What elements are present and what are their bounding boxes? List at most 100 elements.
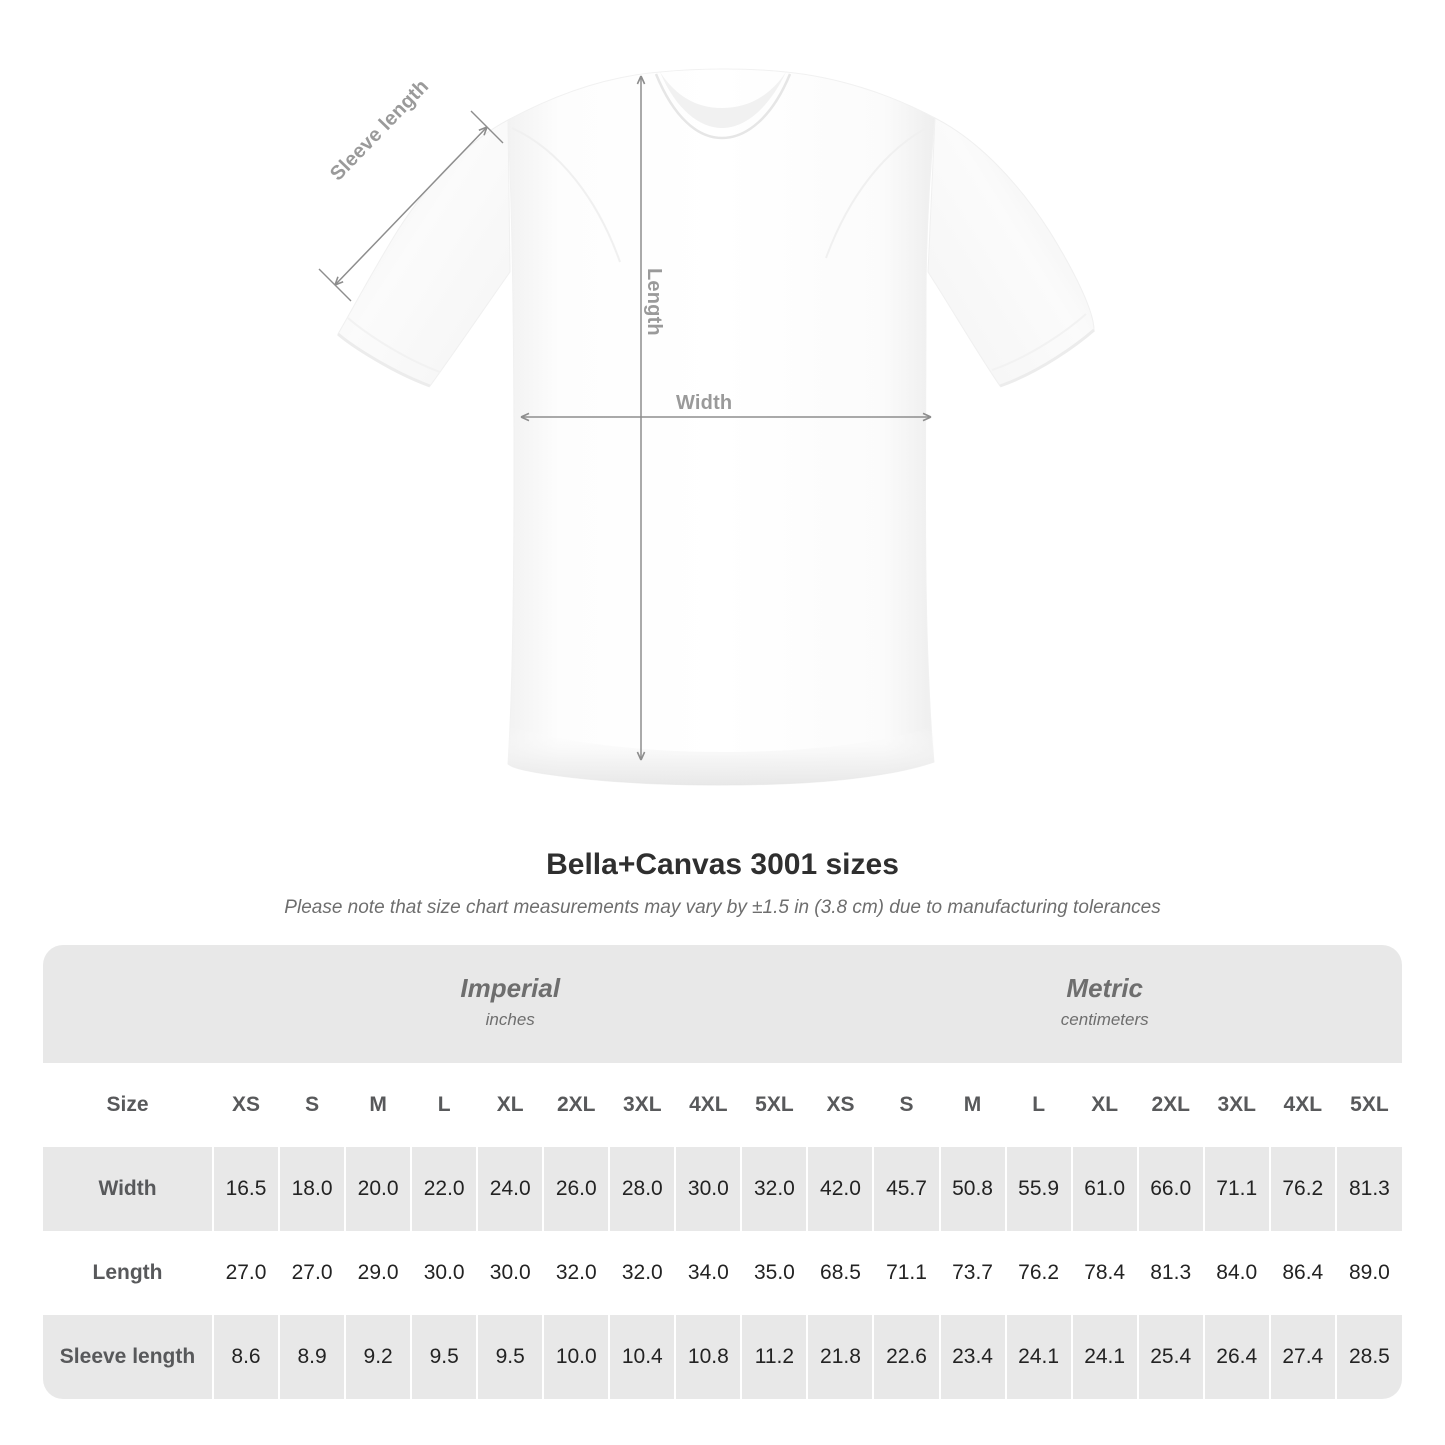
cell-sleeve-length-metric-l: 24.1 (1004, 1315, 1072, 1399)
column-header-imperial-4xl: 4XL (674, 1063, 742, 1147)
column-header-imperial-l: L (410, 1063, 478, 1147)
column-header-imperial-xl: XL (476, 1063, 544, 1147)
cell-sleeve-length-imperial-m: 9.2 (344, 1315, 412, 1399)
cell-width-metric-xs: 42.0 (806, 1147, 874, 1231)
column-header-metric-s: S (872, 1063, 940, 1147)
row-header-size: Size (43, 1063, 213, 1147)
cell-length-imperial-2xl: 32.0 (542, 1231, 610, 1315)
unit-band-row: Imperial inches Metric centimeters (43, 945, 1402, 1063)
column-header-metric-3xl: 3XL (1202, 1063, 1270, 1147)
cell-width-imperial-m: 20.0 (344, 1147, 412, 1231)
cell-width-imperial-s: 18.0 (278, 1147, 346, 1231)
length-label: Length (643, 268, 665, 336)
cell-length-imperial-xs: 27.0 (211, 1231, 280, 1315)
cell-width-metric-3xl: 71.1 (1202, 1147, 1270, 1231)
cell-width-imperial-xl: 24.0 (476, 1147, 544, 1231)
tolerance-note: Please note that size chart measurements… (284, 897, 1161, 918)
cell-sleeve-length-imperial-xl: 9.5 (476, 1315, 544, 1399)
cell-width-metric-s: 45.7 (872, 1147, 940, 1231)
shirt-svg (318, 68, 1095, 786)
row-label-width: Width (43, 1147, 213, 1231)
column-header-imperial-3xl: 3XL (608, 1063, 676, 1147)
sleeve-tick-bottom (318, 268, 352, 302)
column-header-metric-xs: XS (806, 1063, 874, 1147)
cell-width-metric-2xl: 66.0 (1136, 1147, 1204, 1231)
measurement-guides (318, 75, 932, 761)
cell-sleeve-length-metric-m: 23.4 (938, 1315, 1006, 1399)
cell-length-metric-m: 73.7 (938, 1231, 1006, 1315)
cell-sleeve-length-imperial-xs: 8.6 (211, 1315, 280, 1399)
column-header-metric-xl: XL (1070, 1063, 1138, 1147)
table-row: Sleeve length 8.6 8.9 9.2 9.5 9.5 10.0 10.4 10.8… (43, 1315, 1402, 1399)
column-header-imperial-2xl: 2XL (542, 1063, 610, 1147)
cell-length-imperial-l: 30.0 (410, 1231, 478, 1315)
cell-sleeve-length-metric-xs: 21.8 (806, 1315, 874, 1399)
column-header-metric-m: M (938, 1063, 1006, 1147)
size-chart-table: Imperial inches Metric centimeters Size XS S M L… (43, 945, 1402, 1399)
column-header-imperial-s: S (278, 1063, 346, 1147)
sleeve-tick-top (470, 110, 504, 144)
cell-length-imperial-m: 29.0 (344, 1231, 412, 1315)
unit-group-imperial: Imperial inches (213, 945, 808, 1063)
column-header-imperial-5xl: 5XL (740, 1063, 808, 1147)
cell-width-imperial-l: 22.0 (410, 1147, 478, 1231)
page-title: Bella+Canvas 3001 sizes (546, 848, 899, 881)
cell-length-imperial-xl: 30.0 (476, 1231, 544, 1315)
cell-length-metric-xl: 78.4 (1070, 1231, 1138, 1315)
cell-sleeve-length-metric-3xl: 26.4 (1202, 1315, 1270, 1399)
cell-length-metric-2xl: 81.3 (1136, 1231, 1204, 1315)
cell-sleeve-length-imperial-4xl: 10.8 (674, 1315, 742, 1399)
cell-sleeve-length-imperial-2xl: 10.0 (542, 1315, 610, 1399)
cell-sleeve-length-imperial-l: 9.5 (410, 1315, 478, 1399)
table-row: Width 16.5 18.0 20.0 22.0 24.0 26.0 28.0 30.0 32.… (43, 1147, 1402, 1231)
cell-sleeve-length-metric-xl: 24.1 (1070, 1315, 1138, 1399)
cell-width-imperial-2xl: 26.0 (542, 1147, 610, 1231)
shirt-body-shape (337, 68, 1095, 786)
cell-width-imperial-4xl: 30.0 (674, 1147, 742, 1231)
cell-sleeve-length-metric-2xl: 25.4 (1136, 1315, 1204, 1399)
row-label-sleeve-length: Sleeve length (43, 1315, 213, 1399)
cell-length-imperial-4xl: 34.0 (674, 1231, 742, 1315)
column-header-metric-4xl: 4XL (1268, 1063, 1336, 1147)
table-row: Length 27.0 27.0 29.0 30.0 30.0 32.0 32.0 34.0 35… (43, 1231, 1402, 1315)
cell-width-imperial-3xl: 28.0 (608, 1147, 676, 1231)
column-header-metric-5xl: 5XL (1334, 1063, 1402, 1147)
unit-subname: inches (485, 1010, 535, 1030)
column-header-metric-l: L (1004, 1063, 1072, 1147)
cell-width-metric-5xl: 81.3 (1334, 1147, 1402, 1231)
cell-length-metric-l: 76.2 (1004, 1231, 1072, 1315)
column-header-imperial-m: M (344, 1063, 412, 1147)
row-label-length: Length (43, 1231, 213, 1315)
cell-length-metric-4xl: 86.4 (1268, 1231, 1336, 1315)
cell-length-metric-xs: 68.5 (806, 1231, 874, 1315)
width-label: Width (676, 392, 733, 414)
cell-length-imperial-5xl: 35.0 (740, 1231, 808, 1315)
unit-band-spacer (43, 945, 213, 1063)
unit-group-metric: Metric centimeters (807, 945, 1402, 1063)
unit-name: Imperial (460, 972, 561, 1003)
cell-width-metric-l: 55.9 (1004, 1147, 1072, 1231)
cell-sleeve-length-imperial-5xl: 11.2 (740, 1315, 808, 1399)
cell-sleeve-length-imperial-s: 8.9 (278, 1315, 346, 1399)
cell-sleeve-length-metric-s: 22.6 (872, 1315, 940, 1399)
column-header-metric-2xl: 2XL (1136, 1063, 1204, 1147)
size-header-row: Size XS S M L XL 2XL 3XL 4XL 5XL XS S M L XL 2XL 3XL 4XL 5… (43, 1063, 1402, 1147)
cell-width-metric-xl: 61.0 (1070, 1147, 1138, 1231)
cell-sleeve-length-metric-4xl: 27.4 (1268, 1315, 1336, 1399)
cell-width-metric-4xl: 76.2 (1268, 1147, 1336, 1231)
unit-subname: centimeters (1060, 1010, 1149, 1030)
cell-length-metric-3xl: 84.0 (1202, 1231, 1270, 1315)
sleeve-arrow (334, 126, 488, 286)
size-grid: Imperial inches Metric centimeters Size XS S M L… (43, 945, 1402, 1399)
cell-length-metric-5xl: 89.0 (1334, 1231, 1402, 1315)
unit-name: Metric (1066, 972, 1143, 1003)
shirt-illustration: Sleeve length Length Width (318, 68, 1095, 786)
cell-width-imperial-5xl: 32.0 (740, 1147, 808, 1231)
cell-length-imperial-s: 27.0 (278, 1231, 346, 1315)
column-header-imperial-xs: XS (211, 1063, 280, 1147)
cell-length-imperial-3xl: 32.0 (608, 1231, 676, 1315)
cell-width-metric-m: 50.8 (938, 1147, 1006, 1231)
cell-width-imperial-xs: 16.5 (211, 1147, 280, 1231)
cell-length-metric-s: 71.1 (872, 1231, 940, 1315)
cell-sleeve-length-metric-5xl: 28.5 (1334, 1315, 1402, 1399)
